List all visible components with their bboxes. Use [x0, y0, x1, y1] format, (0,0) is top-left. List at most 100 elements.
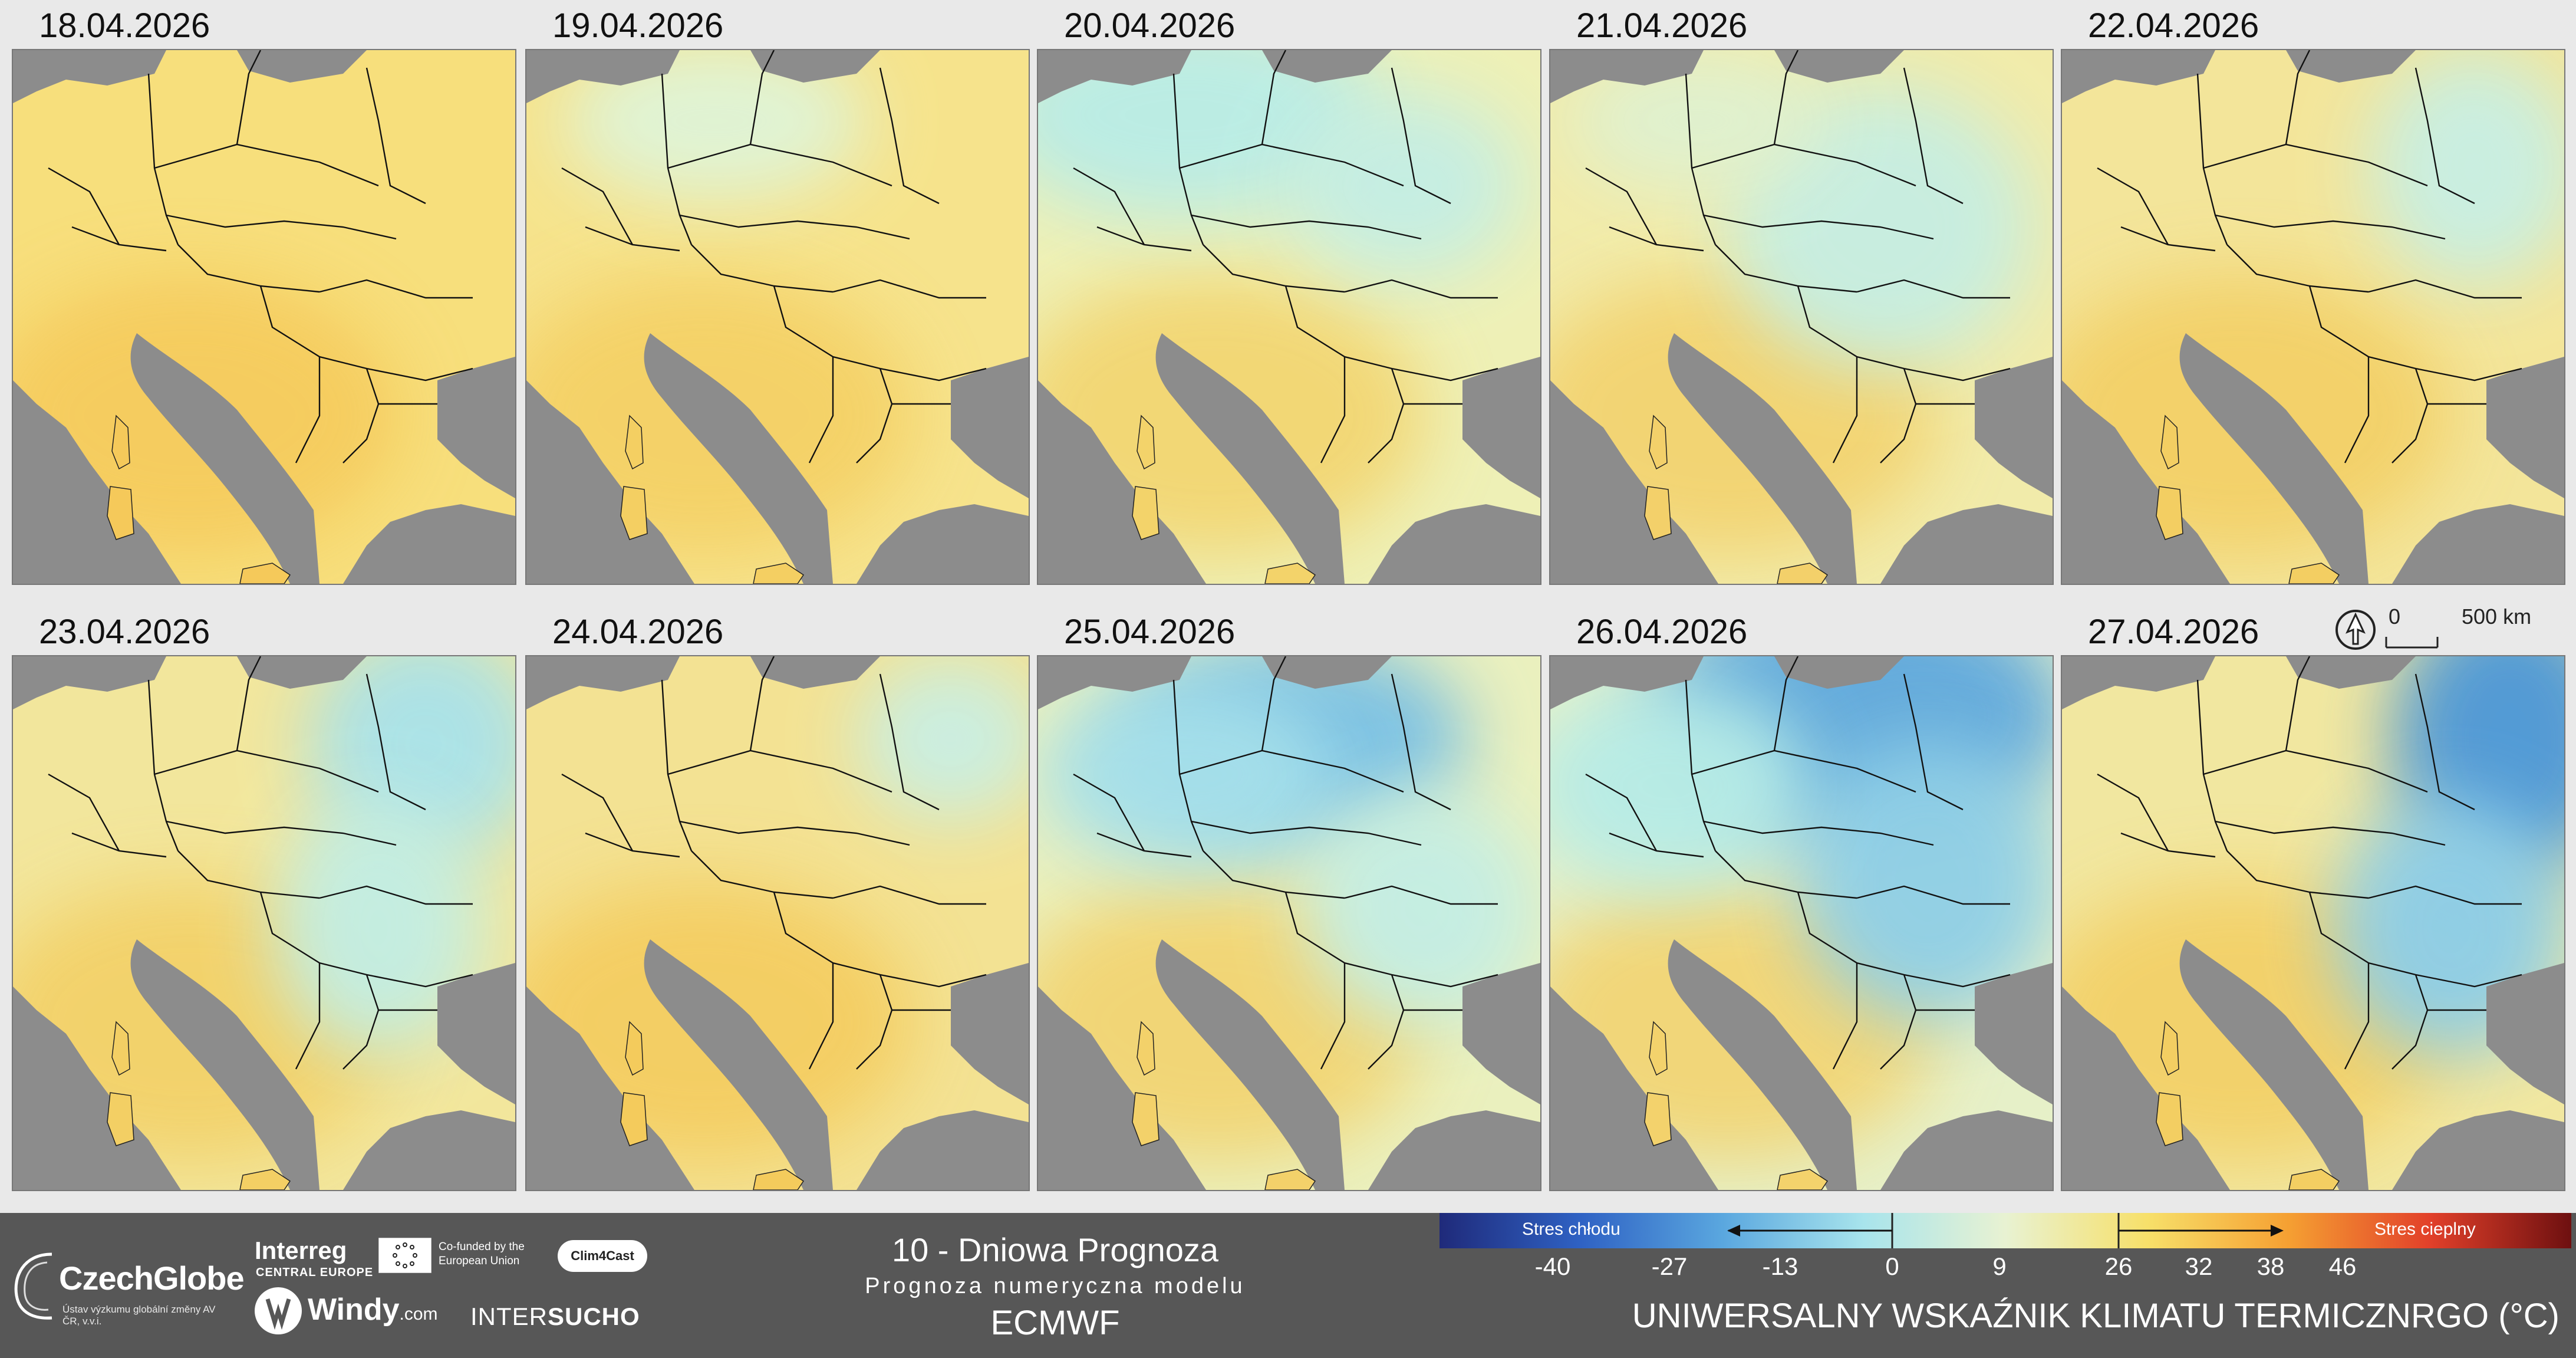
sea-area [2179, 939, 2369, 1190]
country-border [749, 656, 775, 751]
country-border [661, 73, 693, 245]
heat-arrow-icon [2119, 1225, 2284, 1237]
country-border [48, 773, 120, 851]
island [753, 563, 805, 584]
country-border [2368, 279, 2522, 299]
country-border [879, 367, 987, 382]
island [107, 486, 134, 540]
country-border [773, 892, 881, 976]
country-border [2097, 773, 2169, 851]
country-border [319, 885, 473, 905]
scale-end: 500 km [2462, 604, 2531, 629]
sea-area [1368, 1110, 1540, 1190]
index-title: UNIWERSALNY WSKAŹNIK KLIMATU TERMICZNRGO… [1632, 1297, 2559, 1335]
sea-area [1550, 380, 1718, 584]
country-border [2285, 656, 2311, 751]
title-line3: ECMWF [990, 1304, 1120, 1342]
cool-zone [1038, 680, 1333, 869]
sea-area [437, 357, 515, 498]
cool-zone [1303, 792, 1539, 1028]
utci-map [2062, 50, 2564, 584]
sea-area [1262, 50, 1392, 83]
windy-logo-icon [255, 1287, 302, 1334]
country-border [147, 73, 179, 245]
cool-zone [857, 656, 1029, 821]
sea-area [2062, 50, 2215, 103]
country-border [2391, 974, 2429, 1070]
island [620, 1092, 648, 1146]
country-border [1344, 885, 1498, 905]
country-border [832, 279, 986, 299]
colorbar-legend: Stres chłodu Stres cieplny -40 -27 -13 0 9 26… [1439, 1213, 2571, 1358]
country-border [1691, 143, 1916, 187]
sea-area [2486, 357, 2564, 498]
country-border [2226, 850, 2369, 899]
eu-cofunded-text: Co-funded by the European Union [439, 1241, 525, 1267]
colorbar-tick-label: 9 [1992, 1252, 2006, 1280]
utci-map [526, 656, 1029, 1190]
country-border [1172, 679, 1204, 851]
country-border [154, 749, 379, 793]
cool-zone [1798, 739, 2053, 1022]
country-border [661, 679, 693, 851]
country-border [1391, 367, 1498, 382]
cold-stress-label: Stres chłodu [1522, 1219, 1620, 1239]
sea-area [526, 987, 694, 1190]
country-border [1391, 67, 1451, 205]
sea-area [1155, 939, 1345, 1190]
panel-date: 19.04.2026 [552, 6, 724, 45]
island [1649, 415, 1668, 470]
sea-area [951, 357, 1029, 498]
sea-area [2286, 656, 2416, 689]
country-border [1903, 67, 1964, 205]
country-border [2215, 820, 2446, 846]
sea-area [1975, 963, 2053, 1104]
country-border [1320, 357, 1346, 463]
sea-area [1668, 939, 1857, 1190]
country-border [319, 279, 473, 299]
czechglobe-swirl-icon [14, 1252, 52, 1320]
colorbar-tick-label: -13 [1763, 1252, 1798, 1280]
colorbar-tick-label: -40 [1535, 1252, 1571, 1280]
sea-area [1038, 987, 1206, 1190]
country-border [1284, 285, 1392, 370]
island [111, 415, 130, 470]
country-border [1715, 244, 1857, 293]
island [239, 563, 291, 584]
island [1777, 563, 1829, 584]
country-border [166, 820, 397, 846]
sea-area [1880, 504, 2053, 584]
island [2156, 486, 2183, 540]
sea-area [1550, 656, 1704, 709]
country-border [1715, 850, 1857, 899]
country-border [366, 974, 473, 988]
sea-area [644, 939, 833, 1190]
country-border [1585, 167, 1658, 245]
sea-area [13, 987, 181, 1190]
country-border [1691, 749, 1916, 793]
sea-area [1368, 504, 1540, 584]
country-border [1880, 974, 1917, 1070]
title-line1: 10 - Dniowa Prognoza [891, 1231, 1219, 1268]
sea-area [1880, 1110, 2053, 1190]
interreg-subtitle: CENTRAL EUROPE [256, 1266, 374, 1279]
country-border [879, 673, 940, 811]
island [2288, 1169, 2340, 1190]
sea-area [1975, 357, 2053, 498]
clim4cast-logo: Clim4Cast [558, 1240, 647, 1272]
sea-area [1038, 50, 1191, 103]
country-border [1903, 974, 2011, 988]
country-border [177, 244, 320, 293]
forecast-panel: 23.04.2026 [13, 606, 515, 1202]
country-border [1284, 892, 1392, 976]
sea-area [13, 380, 181, 584]
cold-arrow-icon [1727, 1225, 1892, 1237]
country-border [832, 885, 986, 905]
sea-area [2062, 987, 2230, 1190]
country-border [2215, 214, 2446, 240]
forecast-panel: 20.04.2026 [1038, 0, 1540, 596]
panel-date: 22.04.2026 [2088, 6, 2259, 45]
sea-area [343, 504, 515, 584]
sea-area [2062, 656, 2215, 709]
island [1649, 1021, 1668, 1076]
